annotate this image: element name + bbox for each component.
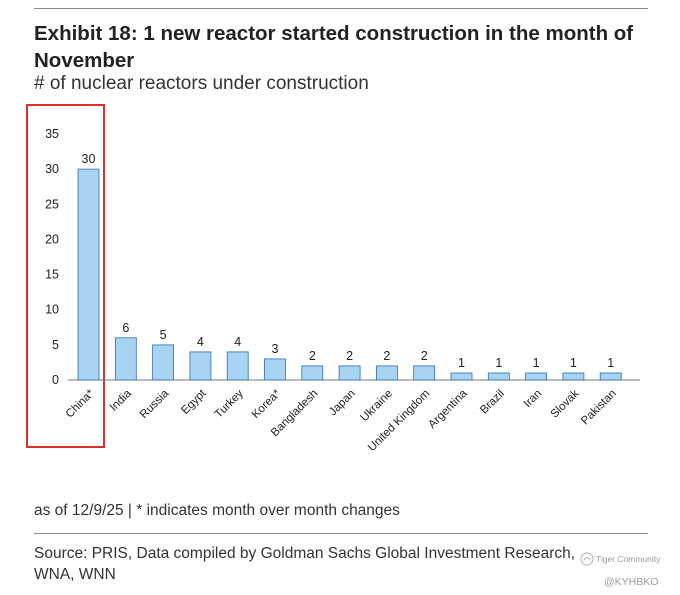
bars-group: 30 China* 6 India 5 Russia 4 Egypt 4 Turkey 3 Korea… <box>64 152 622 454</box>
y-tick-label: 10 <box>45 303 59 317</box>
bar-slovak <box>562 372 585 381</box>
top-divider <box>34 8 648 9</box>
bar-russia <box>152 344 175 381</box>
bar-value-label: 1 <box>458 356 465 370</box>
bar-value-label: 1 <box>570 356 577 370</box>
x-tick-label: Brazil <box>478 388 507 417</box>
tiger-logo-icon <box>580 552 594 566</box>
bar-bangladesh <box>301 365 324 381</box>
y-tick-label: 30 <box>45 162 59 176</box>
x-tick-label: Japan <box>327 388 358 419</box>
x-tick-label: Ukraine <box>359 388 396 425</box>
bar-value-label: 30 <box>82 152 96 166</box>
bar-value-label: 4 <box>197 335 204 349</box>
y-tick-label: 15 <box>45 268 59 282</box>
bar-value-label: 2 <box>309 349 316 363</box>
bar-value-label: 2 <box>421 349 428 363</box>
china-highlight-box <box>26 104 105 448</box>
source-text: Source: PRIS, Data compiled by Goldman S… <box>34 545 576 583</box>
bar-pakistan <box>599 372 622 381</box>
bar-value-label: 4 <box>234 335 241 349</box>
bar-value-label: 3 <box>272 342 279 356</box>
y-axis: 0 5 10 15 20 25 30 35 <box>45 127 59 387</box>
x-tick-label: Slovak <box>549 387 582 420</box>
bar-japan <box>338 365 361 381</box>
bar-ukraine <box>375 365 398 381</box>
bar-brazil <box>487 372 510 381</box>
watermark-community: Tiger Community <box>596 554 661 564</box>
bar-china <box>77 168 100 381</box>
bar-value-label: 1 <box>533 356 540 370</box>
watermark-handle: @KYHBKO <box>604 576 659 588</box>
bar-iran <box>525 372 547 381</box>
chart-subtitle: # of nuclear reactors under construction <box>34 73 369 94</box>
y-tick-label: 0 <box>52 373 59 387</box>
bar-egypt <box>189 351 212 381</box>
x-tick-label: China* <box>64 387 97 420</box>
bar-argentina <box>450 372 473 381</box>
bar-chart: 0 5 10 15 20 25 30 35 30 China* 6 India 5 Russia 4 Egy… <box>26 104 640 454</box>
chart-footnote: as of 12/9/25 | * indicates month over m… <box>34 502 400 519</box>
x-tick-label: Turkey <box>213 387 246 420</box>
bar-korea <box>264 358 286 381</box>
x-tick-label: Iran <box>522 388 545 411</box>
bar-value-label: 5 <box>160 328 167 342</box>
bar-value-label: 2 <box>346 349 353 363</box>
x-tick-label: Russia <box>138 387 172 421</box>
y-tick-label: 35 <box>45 127 59 141</box>
bar-turkey <box>226 351 249 381</box>
y-tick-label: 25 <box>45 197 59 211</box>
bottom-divider <box>34 533 648 534</box>
x-tick-label: Pakistan <box>579 388 619 428</box>
bar-united-kingdom <box>413 365 436 381</box>
x-tick-label: Korea* <box>250 387 284 421</box>
y-tick-label: 20 <box>45 232 59 246</box>
bar-value-label: 1 <box>607 356 614 370</box>
x-tick-label: Argentina <box>426 387 470 431</box>
bar-value-label: 2 <box>383 349 390 363</box>
y-tick-label: 5 <box>52 338 59 352</box>
x-tick-label: Egypt <box>179 387 209 417</box>
bar-india <box>114 337 137 381</box>
x-tick-label: India <box>108 387 135 414</box>
exhibit-title: Exhibit 18: 1 new reactor started constr… <box>34 22 634 72</box>
bar-value-label: 1 <box>495 356 502 370</box>
bar-value-label: 6 <box>122 321 129 335</box>
